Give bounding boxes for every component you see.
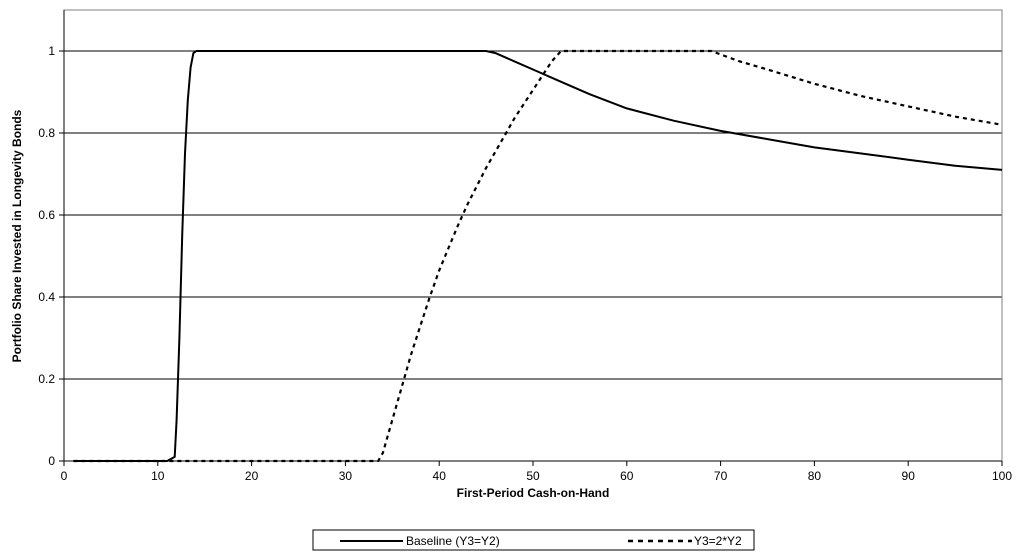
x-tick-label: 20 — [245, 469, 259, 483]
y-tick-label: 1 — [48, 44, 55, 58]
x-tick-label: 70 — [714, 469, 728, 483]
legend-box — [312, 529, 755, 551]
x-tick-label: 50 — [526, 469, 540, 483]
x-tick-label: 100 — [992, 469, 1012, 483]
x-tick-label: 60 — [620, 469, 634, 483]
x-tick-label: 40 — [433, 469, 447, 483]
labels-layer: 00.20.40.60.810 10 20 30 40 50 60 70 80 90 100 — [38, 44, 1012, 483]
legend: Baseline (Y3=Y2) Y3=2*Y2 — [312, 529, 755, 551]
y-tick-label: 0.6 — [38, 208, 55, 222]
x-axis-title: First-Period Cash-on-Hand — [457, 486, 610, 500]
series-line-y3-2y2 — [73, 49, 1003, 463]
x-tick-label: 0 — [61, 469, 68, 483]
axes-layer — [59, 10, 1003, 466]
y-axis-title: Portfolio Share Invested in Longevity Bo… — [10, 109, 24, 362]
y-tick-label: 0.8 — [38, 126, 55, 140]
series-layer — [73, 49, 1003, 463]
y-tick-label: 0 — [48, 454, 55, 468]
grid-layer — [64, 50, 1002, 380]
x-tick-label: 80 — [808, 469, 822, 483]
y-tick-label: 0.2 — [38, 372, 55, 386]
legend-label-y3-2y2: Y3=2*Y2 — [694, 534, 742, 548]
y-tick-label: 0.4 — [38, 290, 55, 304]
series-line-baseline — [73, 50, 1003, 462]
legend-label-baseline: Baseline (Y3=Y2) — [406, 534, 500, 548]
x-tick-label: 10 — [151, 469, 165, 483]
x-tick-label: 30 — [339, 469, 353, 483]
x-tick-label: 90 — [902, 469, 916, 483]
plot-area — [63, 9, 1003, 462]
